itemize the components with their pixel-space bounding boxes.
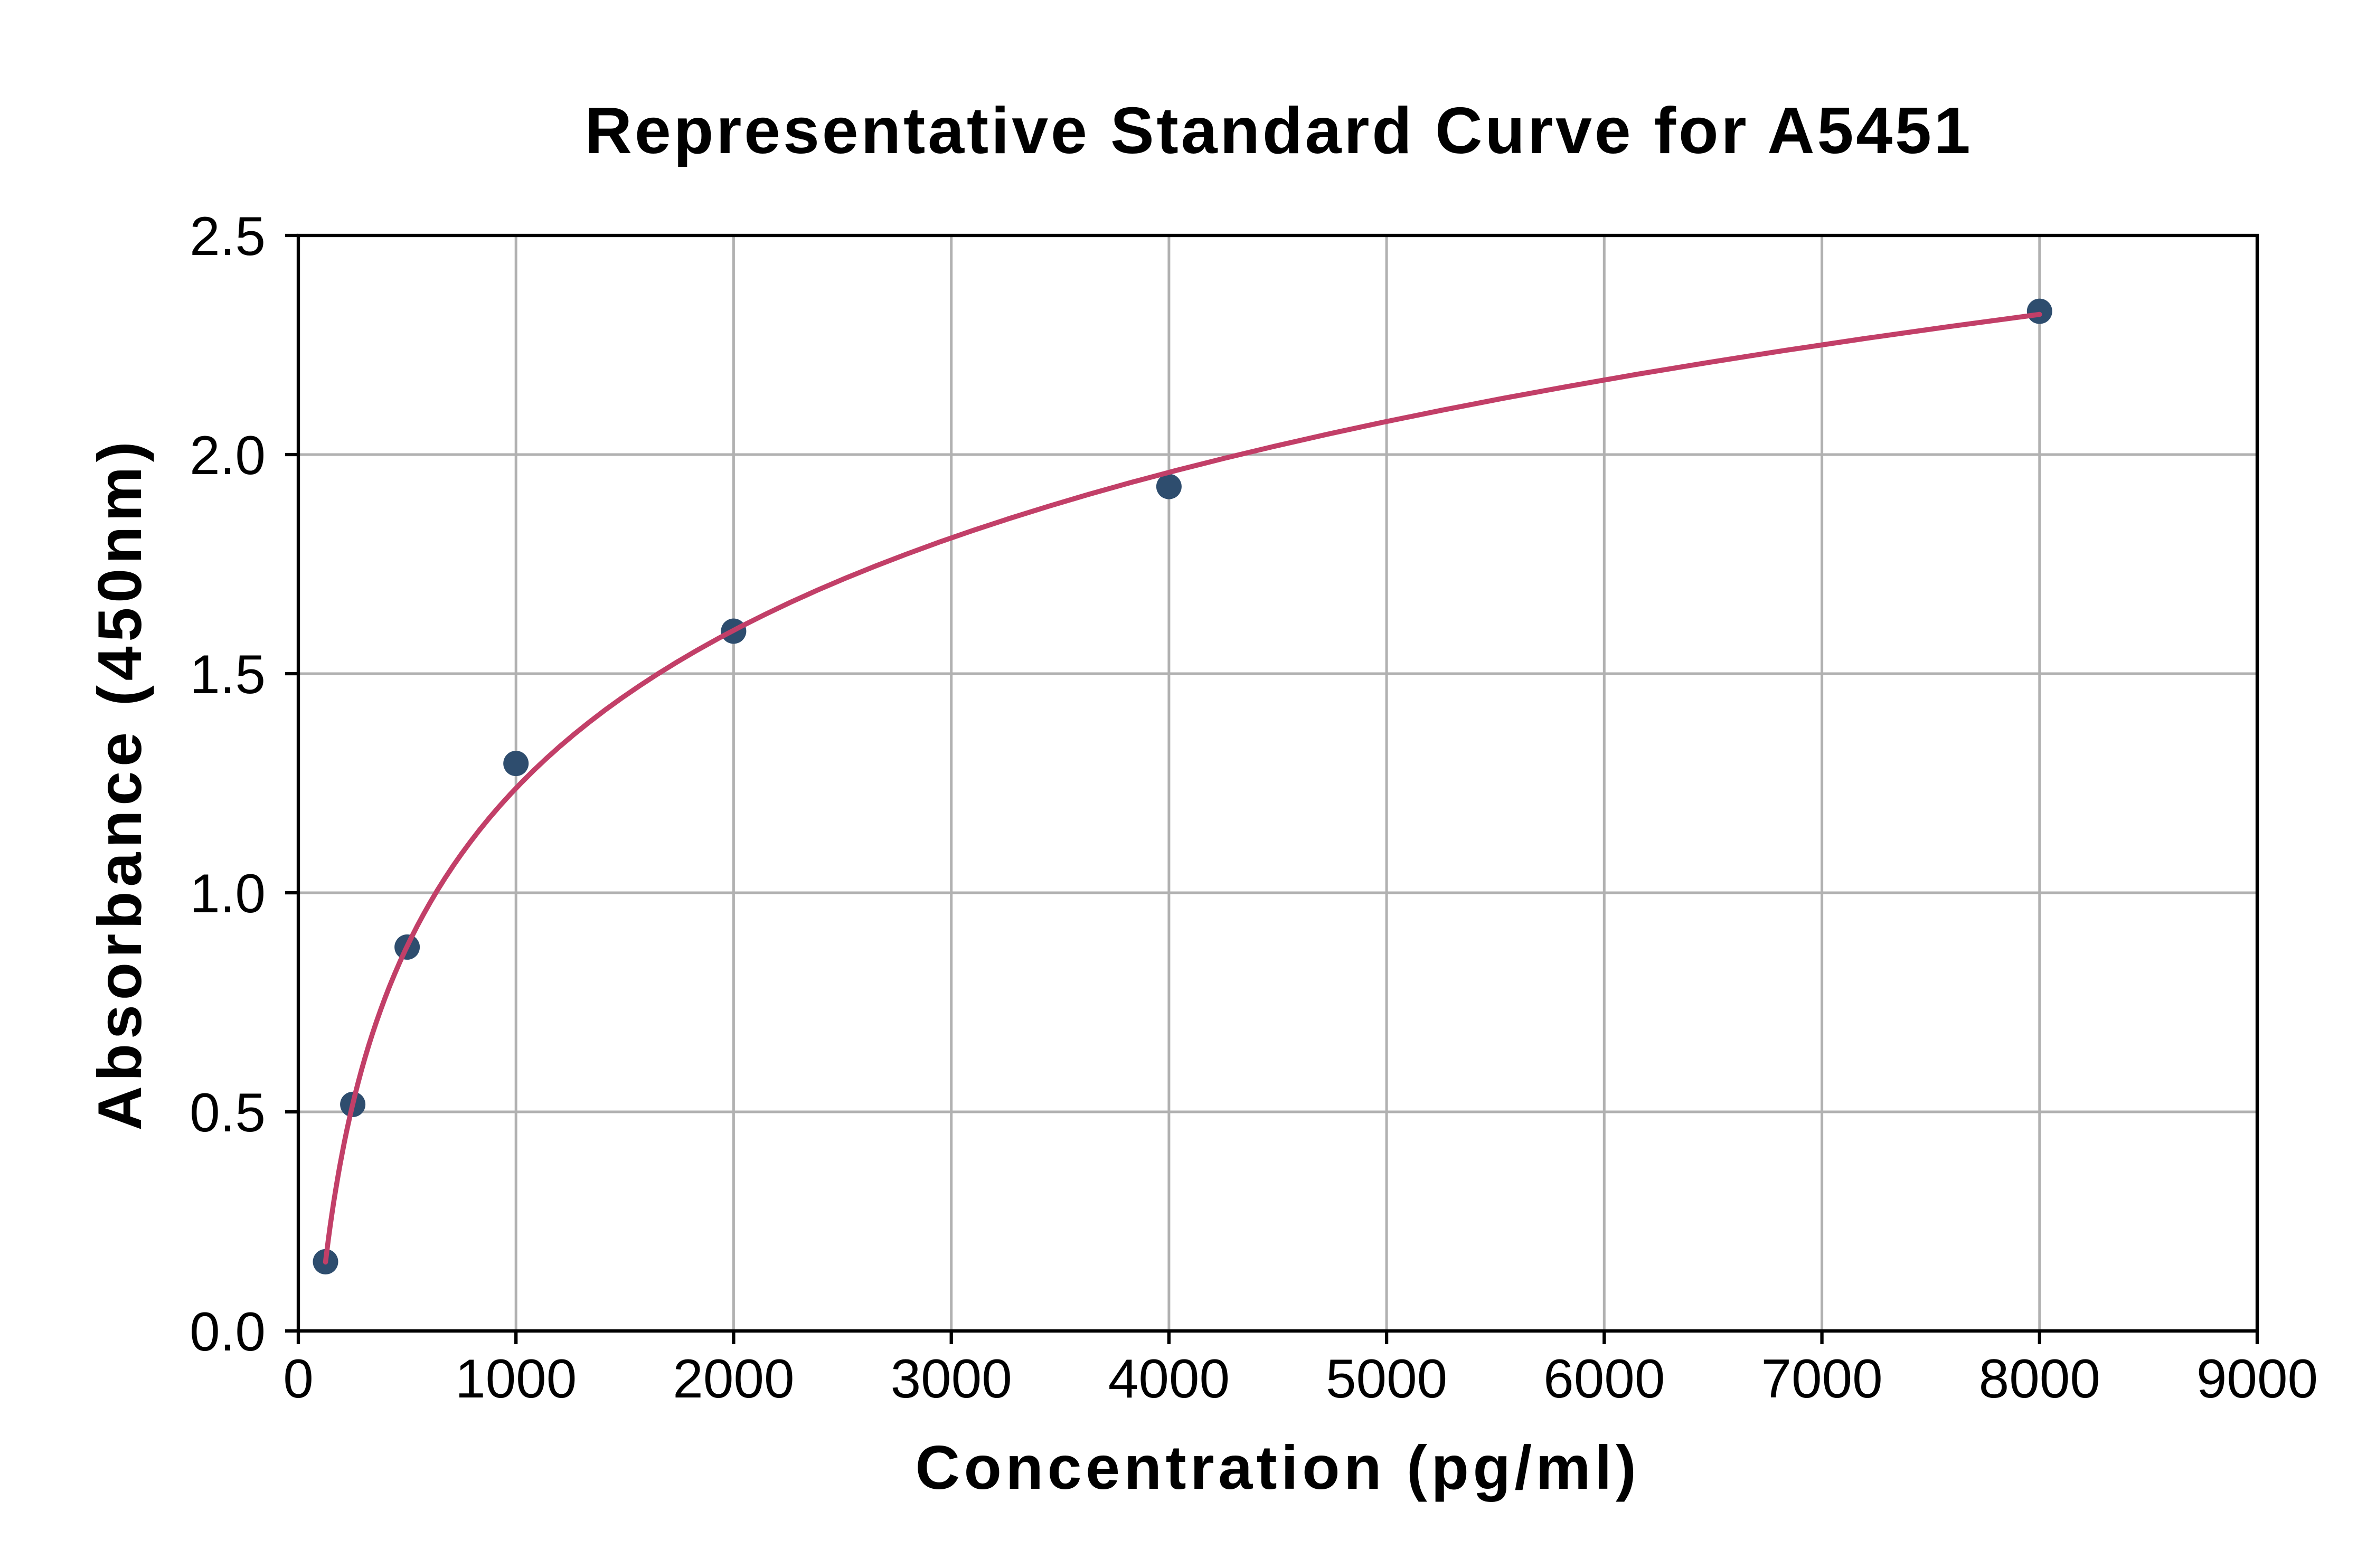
svg-text:7000: 7000 — [1761, 1348, 1882, 1409]
svg-text:Representative Standard Curve: Representative Standard Curve for A5451 — [584, 95, 1973, 167]
svg-text:2.0: 2.0 — [190, 424, 266, 486]
svg-text:5000: 5000 — [1326, 1348, 1447, 1409]
svg-text:0: 0 — [283, 1348, 314, 1409]
svg-text:Absorbance (450nm): Absorbance (450nm) — [85, 437, 154, 1131]
svg-text:0.5: 0.5 — [190, 1082, 266, 1143]
svg-text:2000: 2000 — [673, 1348, 794, 1409]
svg-text:Concentration (pg/ml): Concentration (pg/ml) — [916, 1433, 1640, 1502]
svg-text:1000: 1000 — [455, 1348, 577, 1409]
svg-text:2.5: 2.5 — [190, 205, 266, 267]
svg-text:1.5: 1.5 — [190, 644, 266, 705]
svg-text:4000: 4000 — [1108, 1348, 1230, 1409]
svg-text:6000: 6000 — [1543, 1348, 1665, 1409]
svg-text:1.0: 1.0 — [190, 863, 266, 924]
svg-text:0.0: 0.0 — [190, 1301, 266, 1362]
svg-text:8000: 8000 — [1979, 1348, 2100, 1409]
svg-text:3000: 3000 — [891, 1348, 1012, 1409]
svg-text:9000: 9000 — [2196, 1348, 2318, 1409]
